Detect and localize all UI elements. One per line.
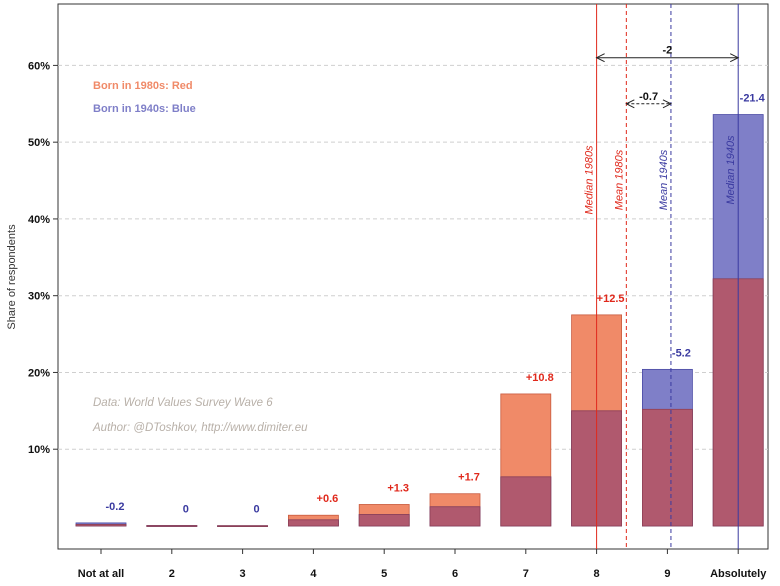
bar-overlap-9 [642,408,693,527]
bar-overlap-not-at-all [75,524,127,527]
x-tick-label-not-at-all: Not at all [78,568,124,580]
y-tick-label: 40% [28,214,50,226]
difference-label-not-at-all: -0.2 [106,501,125,513]
x-tick-label-5: 5 [381,568,387,580]
difference-label-4: +0.6 [317,493,339,505]
reference-lines: Median 1980s Mean 1980s Mean 1940s Median 1… [584,4,740,549]
gap-arrow-head-right [729,53,740,63]
gap-label-2: -2 [663,45,673,57]
legend-entry-1: Born in 1980s: Red [93,80,193,92]
x-tick-label-9: 9 [664,568,670,580]
x-tick-label-2: 2 [169,568,175,580]
x-tick-label-absolutely: Absolutely [710,568,767,580]
y-tick-label: 20% [28,367,50,379]
x-axis: Not at all 2 3 4 5 6 7 8 9 Absolutely [78,549,767,580]
bar-overlap-5 [358,514,410,527]
difference-labels: -0.2 0 0 +0.6 +1.3 +1.7 +10.8 +12.5 -5.2 -21.4 [106,93,766,516]
y-axis: 10% 20% 30% 40% 50% 60% [28,60,58,456]
x-tick-label-4: 4 [310,568,317,580]
y-tick-label: 60% [28,60,50,72]
difference-label-3: 0 [254,504,260,516]
x-tick-label-7: 7 [523,568,529,580]
difference-label-9: -5.2 [672,347,691,359]
reference-label-median-1940s: Median 1940s [725,135,737,205]
gap-arrow-head-left [625,99,635,109]
reference-label-mean-1980s: Mean 1980s [613,149,625,210]
y-axis-title: Share of respondents [6,224,18,330]
x-tick-label-6: 6 [452,568,458,580]
annotation-1: Data: World Values Survey Wave 6 [93,397,273,409]
reference-label-median-1980s: Median 1980s [584,145,596,215]
difference-label-2: 0 [183,504,189,516]
y-tick-label: 50% [28,137,50,149]
y-tick-label: 10% [28,444,50,456]
bar-overlap-4 [287,519,339,527]
bar-overlap-3 [217,525,269,527]
difference-label-7: +10.8 [526,372,554,384]
reference-label-mean-1940s: Mean 1940s [658,149,670,210]
x-tick-label-8: 8 [594,568,600,580]
gap-label-0-7: -0.7 [639,91,658,103]
legend-entry-2: Born in 1940s: Blue [93,103,196,115]
gap-arrow-head-left [595,53,605,63]
difference-label-6: +1.7 [458,472,480,484]
difference-label-5: +1.3 [387,482,409,494]
difference-label-8: +12.5 [597,293,625,305]
x-tick-label-3: 3 [240,568,246,580]
gap-arrow-head-right [662,99,673,109]
annotations: Data: World Values Survey Wave 6 Author: … [92,397,308,434]
bar-overlap-7 [500,476,552,527]
legend: Born in 1980s: Red Born in 1940s: Blue [93,80,196,115]
bar-overlap-2 [146,525,198,527]
bar-overlap-6 [429,506,481,527]
annotation-2: Author: @DToshkov, http://www.dimiter.eu [92,422,308,434]
difference-label-absolutely: -21.4 [740,93,766,105]
y-tick-label: 30% [28,291,50,303]
